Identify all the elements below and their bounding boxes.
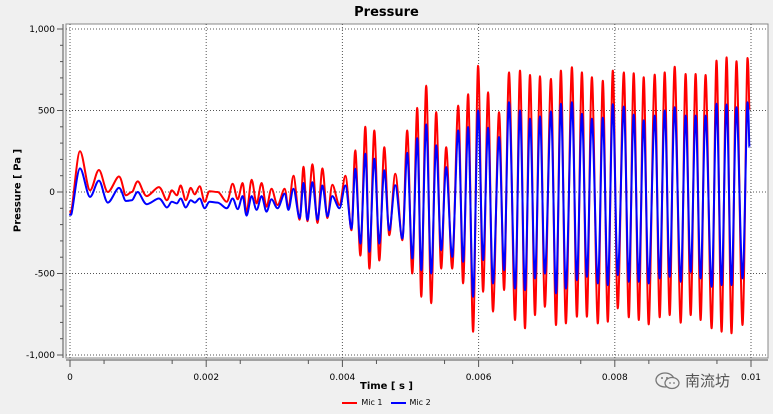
series-lines bbox=[68, 56, 751, 335]
legend-swatch-mic2 bbox=[390, 401, 406, 404]
x-tick-label: 0.01 bbox=[741, 373, 761, 383]
wechat-icon bbox=[655, 371, 681, 391]
legend: Mic 1 Mic 2 bbox=[0, 398, 773, 407]
legend-swatch-mic1 bbox=[342, 401, 358, 404]
y-tick-label: 1,000 bbox=[29, 25, 55, 35]
x-axis-label: Time [ s ] bbox=[360, 381, 413, 392]
legend-item-mic1: Mic 1 bbox=[342, 398, 383, 407]
watermark: 南流坊 bbox=[655, 370, 730, 391]
y-tick-label: 0 bbox=[49, 188, 55, 198]
axes: 0 0.002 0.004 0.006 0.008 0.01 -1,000 -500 0 500 1… bbox=[26, 24, 768, 383]
x-tick-label: 0 bbox=[67, 373, 73, 383]
y-tick-label: -1,000 bbox=[26, 351, 55, 361]
legend-label-mic2: Mic 2 bbox=[409, 398, 431, 407]
x-tick-label: 0.004 bbox=[330, 373, 356, 383]
y-tick-label: -500 bbox=[35, 270, 56, 280]
y-axis-label: Pressure [ Pa ] bbox=[12, 148, 24, 233]
legend-label-mic1: Mic 1 bbox=[361, 398, 383, 407]
series-line-mic2 bbox=[68, 101, 751, 298]
y-tick-label: 500 bbox=[38, 107, 55, 117]
legend-item-mic2: Mic 2 bbox=[390, 398, 431, 407]
x-tick-label: 0.002 bbox=[193, 373, 219, 383]
chart-title: Pressure bbox=[354, 5, 419, 20]
watermark-text: 南流坊 bbox=[685, 372, 731, 390]
x-tick-label: 0.008 bbox=[602, 373, 628, 383]
x-tick-label: 0.006 bbox=[466, 373, 492, 383]
